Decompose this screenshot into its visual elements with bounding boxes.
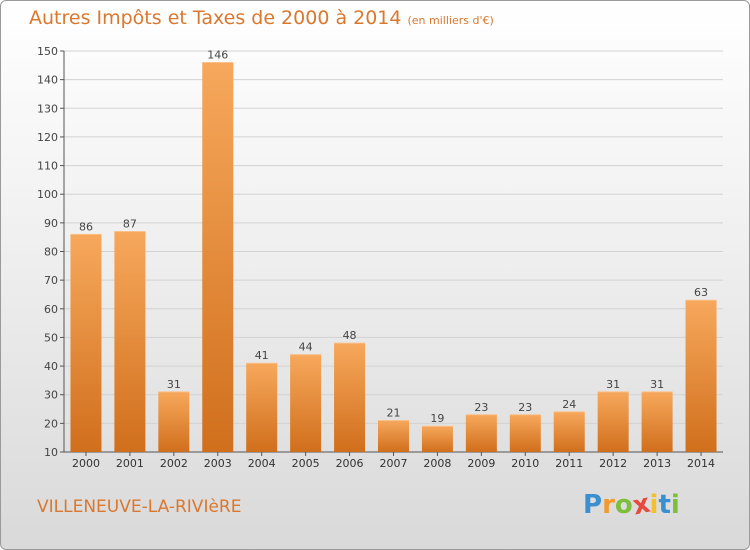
x-tick-label: 2003: [204, 457, 232, 470]
x-tick-label: 2002: [160, 457, 188, 470]
y-tick-label: 120: [37, 131, 58, 144]
bar: [290, 354, 322, 452]
logo-letter: r: [602, 490, 615, 520]
data-label: 31: [606, 378, 620, 391]
x-tick-label: 2014: [687, 457, 715, 470]
data-label: 31: [167, 378, 181, 391]
x-tick-label: 2004: [248, 457, 276, 470]
y-tick-label: 30: [44, 389, 58, 402]
bar: [685, 300, 717, 452]
bar: [114, 231, 146, 452]
chart-title: Autres Impôts et Taxes de 2000 à 2014 (en…: [29, 7, 494, 29]
y-tick-label: 40: [44, 360, 58, 373]
data-label: 41: [255, 349, 269, 362]
y-tick-label: 150: [37, 45, 58, 58]
logo-letter: t: [658, 490, 671, 520]
data-label: 146: [207, 48, 228, 61]
x-tick-label: 2010: [511, 457, 539, 470]
bar: [597, 391, 629, 452]
data-label: 24: [562, 398, 576, 411]
data-label: 86: [79, 220, 93, 233]
bar: [334, 343, 366, 452]
y-tick-label: 10: [44, 446, 58, 459]
bar: [641, 391, 673, 452]
logo-letter: i: [670, 490, 680, 520]
y-tick-label: 140: [37, 74, 58, 87]
bar: [421, 426, 453, 452]
proxiti-logo: Proxiti: [583, 489, 680, 522]
x-tick-label: 2007: [380, 457, 408, 470]
y-tick-label: 70: [44, 274, 58, 287]
x-tick-label: 2011: [555, 457, 583, 470]
data-label: 63: [694, 286, 708, 299]
data-label: 87: [123, 217, 137, 230]
data-label: 21: [387, 406, 401, 419]
bar: [70, 234, 102, 452]
data-label: 31: [650, 378, 664, 391]
data-label: 48: [343, 329, 357, 342]
data-label: 19: [430, 412, 444, 425]
y-tick-label: 20: [44, 417, 58, 430]
y-tick-label: 60: [44, 303, 58, 316]
y-tick-label: 100: [37, 188, 58, 201]
y-tick-label: 110: [37, 160, 58, 173]
bar: [246, 363, 278, 452]
logo-letter: o: [614, 490, 633, 520]
y-tick-label: 130: [37, 102, 58, 115]
y-tick-label: 80: [44, 246, 58, 259]
bar: [553, 411, 585, 452]
data-label: 44: [299, 341, 313, 354]
x-tick-label: 2005: [292, 457, 320, 470]
y-tick-label: 90: [44, 217, 58, 230]
x-tick-label: 2009: [467, 457, 495, 470]
x-tick-label: 2006: [336, 457, 364, 470]
x-tick-label: 2013: [643, 457, 671, 470]
bar: [202, 62, 234, 452]
x-tick-label: 2008: [423, 457, 451, 470]
x-tick-label: 2012: [599, 457, 627, 470]
bar: [509, 414, 541, 452]
data-label: 23: [518, 401, 532, 414]
y-tick-label: 50: [44, 331, 58, 344]
city-name: VILLENEUVE-LA-RIVIèRE: [37, 497, 242, 517]
data-label: 23: [474, 401, 488, 414]
bar: [465, 414, 497, 452]
x-tick-label: 2000: [72, 457, 100, 470]
logo-letter: i: [649, 490, 659, 520]
chart-subtitle: (en milliers d'€): [407, 14, 494, 27]
x-tick-label: 2001: [116, 457, 144, 470]
bar: [378, 420, 409, 452]
chart-title-text: Autres Impôts et Taxes de 2000 à 2014: [29, 7, 402, 29]
logo-letter: P: [583, 490, 603, 520]
bar: [158, 391, 190, 452]
